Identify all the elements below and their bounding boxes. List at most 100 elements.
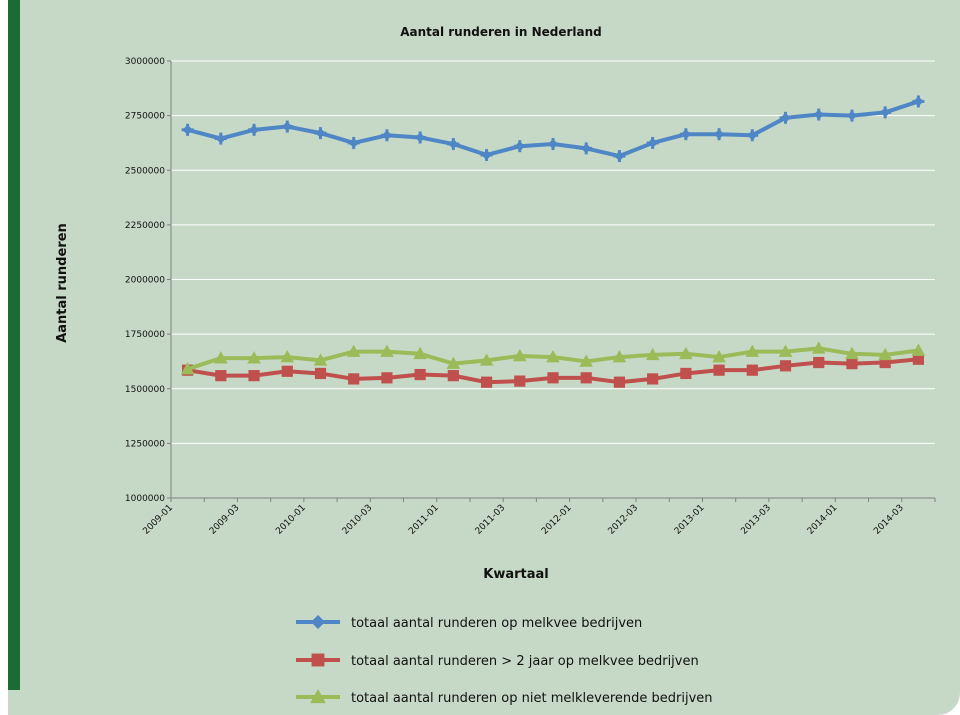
data-point	[514, 375, 526, 387]
data-point	[913, 96, 924, 107]
y-tick-label: 1250000	[125, 439, 165, 449]
data-point	[282, 121, 293, 132]
data-point	[215, 370, 227, 382]
data-point	[281, 365, 293, 377]
y-tick-labels: 1000000 1250000 1500000 1750000 2000000 22500…	[125, 57, 171, 504]
data-point	[546, 350, 560, 363]
data-point	[680, 367, 692, 380]
x-tick-label: 2011-03	[474, 503, 508, 537]
legend: totaal aantal runderen op melkvee bedrij…	[296, 614, 713, 706]
accent-bar	[8, 0, 20, 690]
data-point	[911, 343, 926, 356]
legend-item-2: totaal aantal runderen > 2 jaar op melkv…	[296, 653, 699, 669]
data-point	[380, 344, 394, 357]
x-tick-label: 2013-03	[739, 503, 773, 537]
x-tick-label: 2014-03	[872, 503, 906, 537]
data-point	[778, 344, 793, 357]
data-point	[346, 344, 361, 357]
data-point	[580, 372, 592, 384]
data-point	[680, 129, 691, 140]
series-layer	[180, 95, 926, 388]
y-tick-label: 2000000	[125, 276, 165, 286]
data-point	[747, 130, 758, 141]
x-tick-label: 2012-01	[540, 503, 574, 537]
data-point	[547, 372, 559, 384]
y-tick-label: 1500000	[125, 385, 165, 395]
data-point	[813, 356, 825, 369]
x-tick-labels: 2009-01 2009-03 2010-01 2010-03 2011-01 2011-…	[141, 498, 936, 537]
data-point	[215, 133, 226, 144]
data-point	[248, 124, 260, 135]
data-point	[846, 358, 858, 370]
data-point	[581, 143, 592, 154]
data-point	[280, 350, 295, 363]
y-axis-title: Aantal runderen	[55, 223, 70, 343]
data-point	[613, 376, 626, 388]
data-point	[880, 107, 891, 118]
y-tick-label: 1000000	[125, 494, 165, 504]
data-point	[480, 376, 493, 388]
chart-panel	[8, 0, 960, 715]
data-point	[182, 124, 193, 135]
data-point	[348, 137, 359, 148]
data-point	[348, 373, 360, 385]
x-tick-label: 2010-03	[341, 503, 375, 537]
data-point	[713, 364, 725, 376]
data-point	[448, 138, 459, 150]
y-tick-label: 2250000	[125, 221, 165, 231]
data-point	[645, 347, 660, 361]
data-point	[414, 368, 426, 381]
x-tick-label: 2013-01	[673, 503, 707, 537]
series-1	[181, 95, 925, 163]
data-point	[714, 129, 725, 140]
data-point	[612, 350, 627, 363]
y-tick-label: 3000000	[125, 57, 165, 67]
data-point	[248, 370, 260, 382]
data-point	[415, 132, 426, 143]
legend-label: totaal aantal runderen op niet melklever…	[351, 691, 713, 706]
x-tick-label: 2009-01	[141, 503, 175, 537]
series-2	[182, 353, 924, 388]
data-point	[647, 373, 659, 385]
data-point	[878, 347, 893, 361]
y-tick-label: 1750000	[125, 330, 165, 340]
grid	[171, 60, 935, 444]
y-tick-label: 2500000	[125, 166, 165, 176]
data-point	[481, 149, 492, 161]
data-point	[647, 137, 658, 148]
data-point	[180, 362, 195, 375]
legend-item-1: totaal aantal runderen op melkvee bedrij…	[296, 614, 642, 631]
data-point	[779, 360, 792, 372]
data-point	[314, 367, 327, 380]
data-point	[446, 356, 461, 369]
x-tick-label: 2012-03	[606, 503, 640, 537]
legend-label: totaal aantal runderen op melkvee bedrij…	[351, 616, 642, 631]
x-tick-label: 2010-01	[274, 503, 308, 537]
data-point	[413, 346, 427, 360]
x-tick-label: 2011-01	[407, 503, 441, 537]
series-3	[180, 341, 926, 375]
data-point	[447, 370, 459, 382]
x-tick-label: 2014-01	[806, 503, 840, 537]
data-point	[614, 150, 625, 162]
chart-title: Aantal runderen in Nederland	[400, 25, 602, 39]
data-point	[547, 138, 559, 150]
data-point	[745, 344, 760, 357]
x-axis-title: Kwartaal	[483, 567, 548, 582]
data-point	[811, 341, 826, 354]
legend-item-3: totaal aantal runderen op niet melklever…	[296, 688, 713, 706]
data-point	[846, 110, 858, 121]
data-point	[213, 351, 228, 364]
data-point	[579, 354, 594, 367]
legend-marker	[310, 614, 326, 630]
data-point	[247, 351, 261, 364]
x-tick-label: 2009-03	[208, 503, 242, 537]
legend-marker	[311, 653, 325, 667]
data-point	[315, 128, 326, 139]
data-point	[381, 372, 393, 384]
data-point	[679, 346, 693, 360]
data-point	[845, 346, 859, 360]
data-point	[780, 112, 791, 123]
data-point	[514, 141, 525, 152]
